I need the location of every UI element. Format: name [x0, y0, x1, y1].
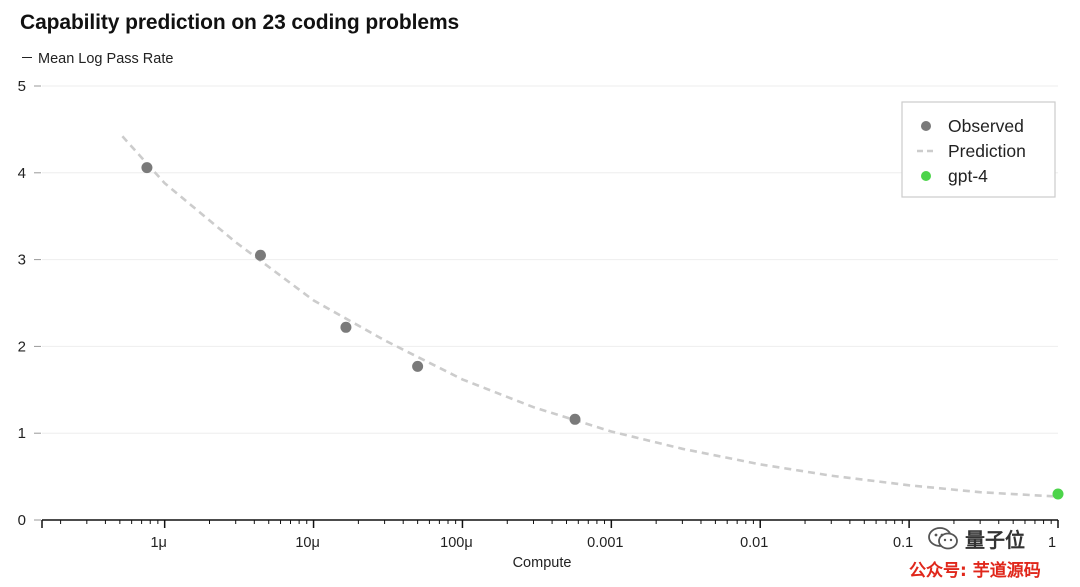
observed-point-2: [340, 321, 352, 333]
x-tick-label-0.1: 0.1: [893, 535, 913, 551]
wechat-icon: [927, 526, 959, 552]
x-tick-label-1: 1: [1048, 535, 1056, 551]
x-tick-label-100μ: 100μ: [440, 535, 473, 551]
observed-point-4: [569, 413, 581, 425]
grid-lines: [42, 85, 1058, 434]
y-axis-label-dash: [22, 57, 32, 59]
y-tick-label-5: 5: [18, 78, 26, 95]
x-tick-label-0.001: 0.001: [587, 535, 623, 551]
gpt-4-point-0: [1052, 488, 1064, 500]
legend-box: [901, 101, 1056, 198]
y-tick-label-1: 1: [18, 425, 26, 442]
y-tick-label-0: 0: [18, 512, 26, 529]
observed-point-1: [254, 249, 266, 261]
legend-marker-gpt-4: [921, 171, 931, 181]
watermark-logo: 量子位: [927, 524, 1025, 553]
y-tick-label-4: 4: [18, 165, 26, 182]
prediction-line: [121, 135, 1059, 498]
legend-label-observed: Observed: [948, 116, 1024, 136]
watermark-account: 公众号: 芋道源码: [909, 561, 1041, 581]
y-tick-label-3: 3: [18, 252, 26, 269]
observed-point-0: [141, 162, 153, 174]
watermark-name: 量子位: [965, 528, 1025, 552]
x-axis-label: Compute: [513, 555, 572, 571]
y-axis-label: Mean Log Pass Rate: [22, 51, 173, 67]
x-tick-label-10μ: 10μ: [295, 535, 319, 551]
y-axis-label-text: Mean Log Pass Rate: [38, 51, 174, 67]
observed-point-3: [412, 360, 424, 372]
legend-label-gpt-4: gpt-4: [948, 166, 988, 186]
x-tick-label-1μ: 1μ: [150, 535, 166, 551]
y-tick-label-2: 2: [18, 338, 26, 355]
legend: Observed Prediction gpt-4: [901, 101, 1056, 198]
legend-label-prediction: Prediction: [948, 141, 1026, 161]
x-tick-label-0.01: 0.01: [740, 535, 768, 551]
chart-title: Capability prediction on 23 coding probl…: [20, 11, 460, 34]
series-layer: [121, 135, 1064, 500]
legend-marker-observed: [921, 121, 931, 131]
y-axis: 0 1 2 3 4 5: [18, 78, 41, 529]
x-axis: 1μ 10μ 100μ 0.001 0.01 0.1 1: [41, 519, 1059, 551]
